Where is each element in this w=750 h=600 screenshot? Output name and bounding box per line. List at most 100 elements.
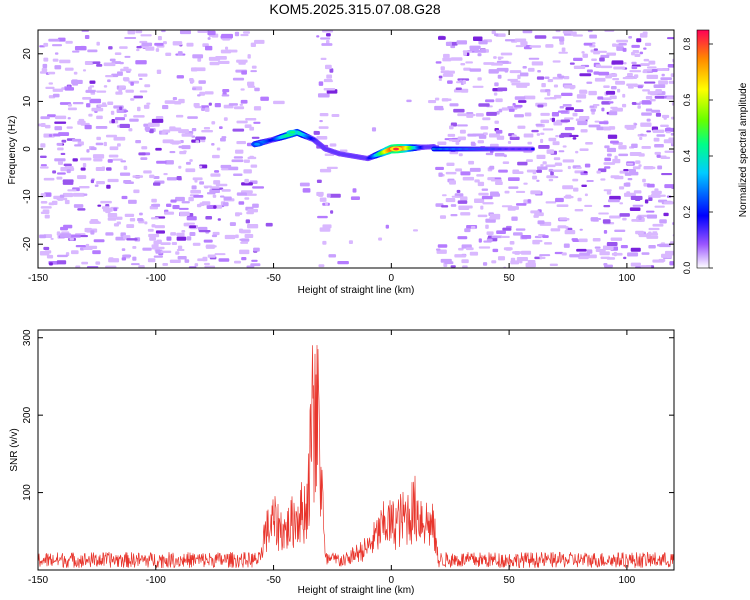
spectrogram-cell xyxy=(67,117,71,120)
spectrogram-cell xyxy=(489,165,495,170)
spectrogram-cell xyxy=(652,223,664,227)
spectrogram-cell xyxy=(80,247,85,251)
spectrogram-cells xyxy=(38,30,674,268)
spectrogram-cell xyxy=(562,185,574,190)
spectrogram-cell xyxy=(215,183,228,187)
spectrogram-cell xyxy=(516,84,528,88)
spectrogram-cell xyxy=(502,161,510,164)
spectrogram-cell xyxy=(64,87,75,91)
spectrogram-cell xyxy=(519,260,523,264)
spectrogram-cell xyxy=(622,93,626,98)
spectrogram-cell xyxy=(178,145,184,149)
spectrogram-cell xyxy=(441,98,449,102)
spectrogram-cell xyxy=(240,229,251,234)
spectrogram-cell xyxy=(151,204,158,207)
spectrogram-cell xyxy=(54,52,59,55)
spectrogram-cell xyxy=(631,65,638,70)
spectrogram-cell xyxy=(494,152,505,157)
spectrogram-cell xyxy=(192,54,204,59)
spectrogram-cell xyxy=(460,62,466,66)
spectrogram-cell xyxy=(668,80,674,84)
spectrogram-cell xyxy=(204,107,210,112)
spectrogram-cell xyxy=(252,186,265,189)
spectrogram-cell xyxy=(596,170,601,174)
spectrogram-cell xyxy=(348,240,353,244)
spectrogram-cell xyxy=(445,198,456,203)
spectrogram-cell xyxy=(629,152,642,157)
spectrogram-cell xyxy=(552,169,563,173)
spectrogram-cell xyxy=(670,73,674,77)
spectrogram-cell xyxy=(121,248,126,251)
spectrogram-cell xyxy=(126,238,138,241)
spectrogram-cell xyxy=(457,136,466,141)
spectrogram-cell xyxy=(521,234,532,239)
spectrogram-cell xyxy=(494,33,499,37)
spectrogram-cell xyxy=(612,77,620,81)
spectrogram-cell xyxy=(664,150,674,153)
spectrogram-cell xyxy=(65,40,73,44)
spectrogram-cell xyxy=(458,153,463,157)
spectrogram-cell xyxy=(611,252,623,256)
spectrogram-cell xyxy=(95,125,108,129)
spectrogram-cell xyxy=(435,166,444,171)
spectrogram-cell xyxy=(114,52,122,55)
spectrogram-cell xyxy=(583,171,588,174)
spectrogram-cell xyxy=(323,87,336,91)
spectrogram-cell xyxy=(670,132,674,136)
spectrogram-cell xyxy=(565,107,574,111)
spectrogram-cell xyxy=(597,96,604,100)
spectrogram-cell xyxy=(477,214,488,218)
spectrogram-cell xyxy=(658,80,669,85)
spectrogram-cell xyxy=(155,147,162,151)
spectrogram-cell xyxy=(482,132,488,136)
spectrogram-cell xyxy=(646,130,652,133)
spectrogram-cell xyxy=(146,102,151,105)
spectrogram-cell xyxy=(56,260,67,265)
spectrogram-cell xyxy=(176,75,184,79)
spectrogram-x-axis: -150 -100 -50 0 50 100 xyxy=(28,30,636,284)
spectrogram-cell xyxy=(590,108,596,112)
spectrogram-cell xyxy=(204,45,213,51)
spectrogram-cell xyxy=(323,78,333,82)
spectrogram-cell xyxy=(530,190,541,195)
spectrogram-cell xyxy=(447,133,456,137)
spectrogram-cell xyxy=(109,58,116,62)
spectrogram-cell xyxy=(123,165,128,170)
spectrogram-cell xyxy=(186,236,192,241)
spectrogram-cell xyxy=(504,39,517,42)
spectrogram-cell xyxy=(221,94,230,97)
spectrogram-cell xyxy=(73,71,78,75)
spectrogram-cell xyxy=(504,70,509,73)
spectrogram-cell xyxy=(478,192,489,196)
spectrogram-cell xyxy=(154,225,165,229)
spectrogram-cell xyxy=(52,93,60,98)
spectrogram-cell xyxy=(213,205,217,209)
spectrogram-cell xyxy=(121,195,128,200)
spectrogram-cell xyxy=(634,74,639,79)
spectrogram-cell xyxy=(476,174,484,177)
spectrogram-cell xyxy=(253,247,260,252)
spectrogram-cell xyxy=(155,116,164,120)
spectrogram-cell xyxy=(523,182,528,185)
spectrogram-cell xyxy=(111,118,115,124)
x-tick-label: 100 xyxy=(619,273,636,284)
spectrogram-cell xyxy=(546,175,556,179)
spectrogram-cell xyxy=(569,254,580,258)
spectrogram-cell xyxy=(649,98,656,102)
spectrogram-cell xyxy=(510,257,516,262)
spectrogram-cell xyxy=(556,204,569,208)
spectrogram-cell xyxy=(553,157,561,161)
spectrogram-cell xyxy=(61,231,70,234)
spectrogram-cell xyxy=(58,132,70,137)
spectrogram-cell xyxy=(320,57,327,61)
spectrogram-cell xyxy=(482,262,488,266)
spectrogram-cell xyxy=(632,50,639,54)
spectrogram-cell xyxy=(192,177,203,181)
spectrogram-cell xyxy=(539,256,546,260)
spectrogram-cell xyxy=(539,254,551,257)
spectrogram-cell xyxy=(619,213,630,217)
spectrogram-cell xyxy=(176,232,185,237)
spectrogram-cell xyxy=(127,30,136,35)
spectrogram-cell xyxy=(119,61,124,65)
